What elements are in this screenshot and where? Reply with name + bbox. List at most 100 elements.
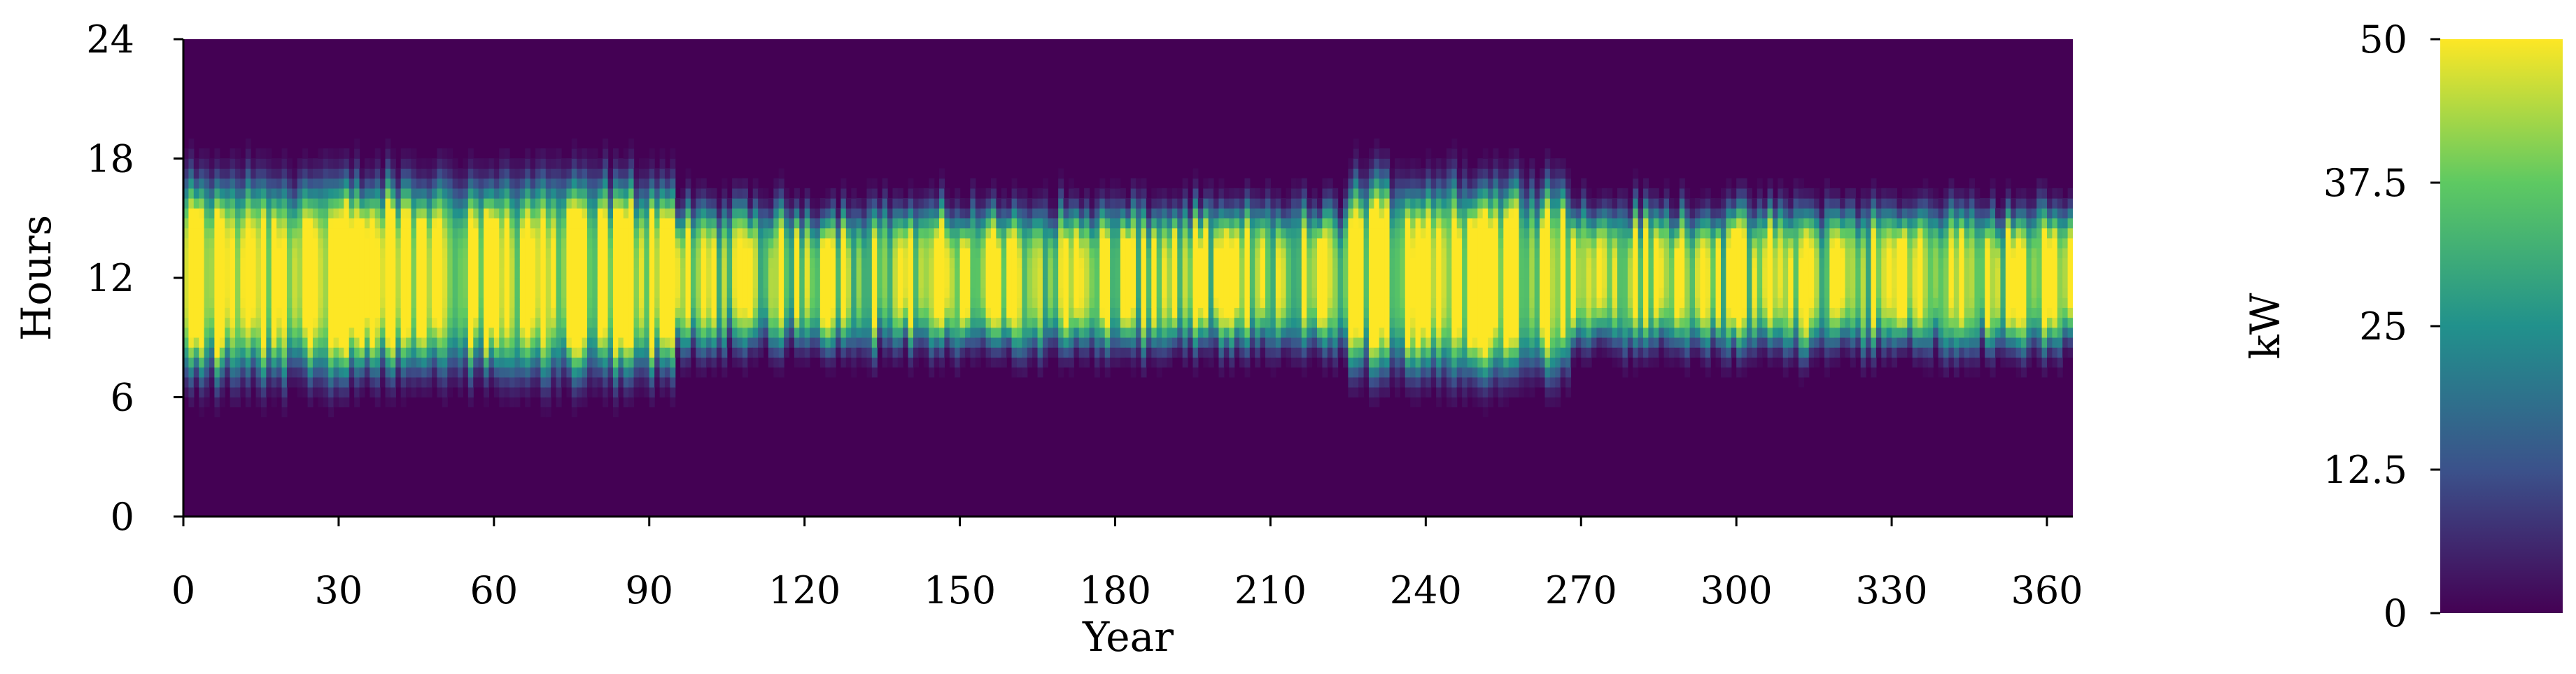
heatmap-cell: [281, 188, 288, 199]
heatmap-cell: [519, 218, 526, 229]
heatmap-cell: [493, 198, 500, 209]
heatmap-cell: [1053, 287, 1059, 298]
heatmap-cell: [1342, 317, 1349, 328]
heatmap-cell: [612, 307, 619, 318]
heatmap-cell: [561, 287, 567, 298]
heatmap-cell: [1042, 287, 1048, 298]
heatmap-cell: [618, 237, 624, 248]
heatmap-cell: [421, 386, 428, 398]
heatmap-cell: [716, 248, 722, 258]
heatmap-cell: [758, 248, 764, 258]
heatmap-cell: [1078, 337, 1085, 348]
heatmap-cell: [540, 347, 547, 358]
heatmap-cell: [286, 297, 293, 308]
heatmap-cell: [680, 327, 687, 338]
heatmap-cell: [1027, 258, 1033, 269]
heatmap-cell: [1068, 357, 1074, 368]
heatmap-cell: [240, 337, 246, 348]
heatmap-cell: [1136, 267, 1142, 279]
heatmap-cell: [1192, 267, 1199, 279]
heatmap-cell: [638, 248, 645, 258]
heatmap-cell: [618, 267, 624, 279]
heatmap-cell: [985, 198, 992, 209]
heatmap-cell: [193, 178, 199, 189]
heatmap-cell: [711, 267, 717, 279]
heatmap-cell: [504, 277, 510, 288]
heatmap-cell: [1317, 287, 1323, 298]
heatmap-cell: [1037, 227, 1043, 239]
heatmap-cell: [877, 337, 883, 348]
heatmap-cell: [1037, 208, 1043, 219]
heatmap-cell: [706, 297, 712, 308]
heatmap-cell: [1348, 367, 1354, 378]
heatmap-cell: [675, 267, 681, 279]
heatmap-cell: [188, 248, 195, 258]
heatmap-cell: [633, 317, 640, 328]
heatmap-cell: [644, 218, 650, 229]
heatmap-cell: [452, 227, 458, 239]
heatmap-cell: [344, 218, 350, 229]
heatmap-cell: [586, 367, 593, 378]
heatmap-cell: [763, 307, 769, 318]
heatmap-cell: [1307, 297, 1313, 308]
heatmap-cell: [939, 248, 945, 258]
heatmap-cell: [603, 248, 609, 258]
heatmap-cell: [1244, 198, 1251, 209]
heatmap-cell: [1156, 327, 1162, 338]
heatmap-cell: [794, 188, 800, 199]
heatmap-cell: [551, 337, 557, 348]
heatmap-cell: [1094, 297, 1100, 308]
heatmap-cell: [752, 317, 759, 328]
heatmap-cell: [1317, 258, 1323, 269]
heatmap-cell: [333, 277, 339, 288]
heatmap-cell: [551, 377, 557, 388]
heatmap-cell: [260, 367, 267, 378]
heatmap-cell: [996, 277, 1002, 288]
heatmap-cell: [318, 317, 324, 328]
heatmap-cell: [1115, 307, 1121, 318]
heatmap-cell: [638, 188, 645, 199]
heatmap-cell: [577, 377, 583, 388]
heatmap-cell: [1188, 347, 1194, 358]
heatmap-cell: [1353, 297, 1359, 308]
heatmap-cell: [1048, 297, 1054, 308]
heatmap-cell: [488, 208, 495, 219]
heatmap-cell: [659, 237, 666, 248]
heatmap-cell: [923, 357, 929, 368]
heatmap-cell: [845, 347, 852, 358]
heatmap-cell: [359, 327, 365, 338]
heatmap-cell: [390, 237, 396, 248]
heatmap-cell: [628, 148, 635, 159]
heatmap-cell: [426, 168, 432, 179]
heatmap-cell: [400, 347, 407, 358]
heatmap-cell: [1006, 267, 1013, 279]
heatmap-cell: [1389, 178, 1395, 189]
heatmap-cell: [225, 158, 231, 169]
heatmap-cell: [659, 367, 666, 378]
heatmap-cell: [1151, 248, 1157, 258]
heatmap-cell: [726, 218, 733, 229]
heatmap-cell: [349, 168, 355, 179]
heatmap-cell: [840, 198, 847, 209]
heatmap-cell: [437, 178, 443, 189]
heatmap-cell: [1249, 307, 1255, 318]
heatmap-cell: [1177, 227, 1183, 239]
heatmap-cell: [1223, 237, 1230, 248]
heatmap-cell: [1011, 188, 1018, 199]
heatmap-cell: [514, 227, 521, 239]
heatmap-cell: [514, 337, 521, 348]
heatmap-cell: [592, 158, 598, 169]
heatmap-cell: [612, 227, 619, 239]
heatmap-cell: [804, 208, 810, 219]
heatmap-cell: [830, 227, 836, 239]
heatmap-cell: [473, 158, 479, 169]
heatmap-cell: [607, 357, 614, 368]
heatmap-cell: [271, 248, 277, 258]
heatmap-cell: [1291, 237, 1297, 248]
heatmap-cell: [638, 227, 645, 239]
heatmap-cell: [1084, 317, 1090, 328]
heatmap-cell: [1229, 188, 1235, 199]
heatmap-cell: [1001, 267, 1007, 279]
heatmap-cell: [934, 287, 940, 298]
heatmap-cell: [670, 168, 676, 179]
